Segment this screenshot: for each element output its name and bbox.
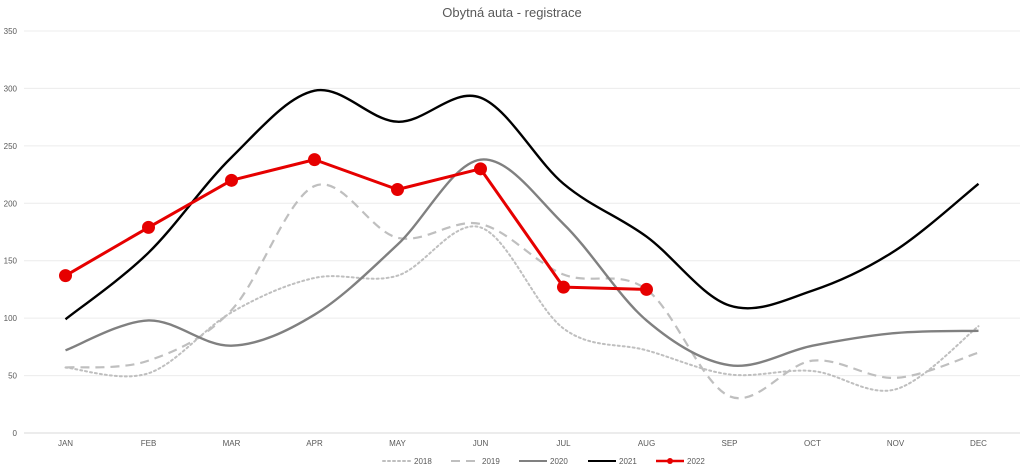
x-tick-label: NOV: [887, 439, 905, 448]
x-tick-label: OCT: [804, 439, 821, 448]
x-tick-label: APR: [306, 439, 323, 448]
series-line-2022: [64, 158, 647, 291]
marker-2022-mar: [225, 173, 238, 187]
y-tick-label: 100: [4, 314, 18, 323]
x-tick-label: SEP: [721, 439, 737, 448]
y-tick-label: 200: [4, 199, 18, 208]
y-tick-label: 250: [4, 142, 18, 151]
x-tick-label: MAR: [223, 439, 241, 448]
legend-label-2019: 2019: [482, 457, 500, 466]
y-tick-label: 350: [4, 27, 18, 36]
x-tick-label: MAY: [389, 439, 406, 448]
marker-2022-may: [391, 183, 404, 197]
legend: 2018 2019 2020 2021 2022: [382, 457, 705, 466]
legend-label-2022: 2022: [687, 457, 705, 466]
y-tick-label: 0: [13, 429, 18, 438]
series-line-2020: [65, 158, 979, 368]
marker-2022-jun: [474, 162, 487, 176]
x-tick-label: JUL: [556, 439, 571, 448]
legend-label-2021: 2021: [619, 457, 637, 466]
marker-2022-apr: [308, 153, 321, 167]
chart-title: Obytná auta - registrace: [442, 5, 581, 20]
x-tick-label: DEC: [970, 439, 987, 448]
series-group: [59, 88, 980, 400]
gridlines: [24, 30, 1020, 434]
series-line-2019: [65, 183, 979, 400]
legend-label-2018: 2018: [414, 457, 432, 466]
y-tick-label: 300: [4, 84, 18, 93]
series-line-2021: [64, 88, 980, 321]
y-tick-label: 50: [8, 372, 17, 381]
x-tick-label: JAN: [58, 439, 73, 448]
marker-2022-jul: [557, 280, 570, 294]
marker-2022-jan: [59, 269, 72, 283]
y-tick-label: 150: [4, 257, 18, 266]
y-axis: 0 50 100 150 200 250 300 350: [4, 27, 18, 438]
x-tick-label: JUN: [473, 439, 489, 448]
legend-marker-2022: [667, 458, 673, 464]
x-axis: JAN FEB MAR APR MAY JUN JUL AUG SEP OCT NOV DEC: [58, 439, 987, 448]
legend-label-2020: 2020: [550, 457, 568, 466]
marker-2022-aug: [640, 282, 653, 296]
marker-2022-feb: [142, 220, 155, 234]
x-tick-label: FEB: [141, 439, 157, 448]
series-line-2018: [64, 225, 980, 392]
x-tick-label: AUG: [638, 439, 655, 448]
